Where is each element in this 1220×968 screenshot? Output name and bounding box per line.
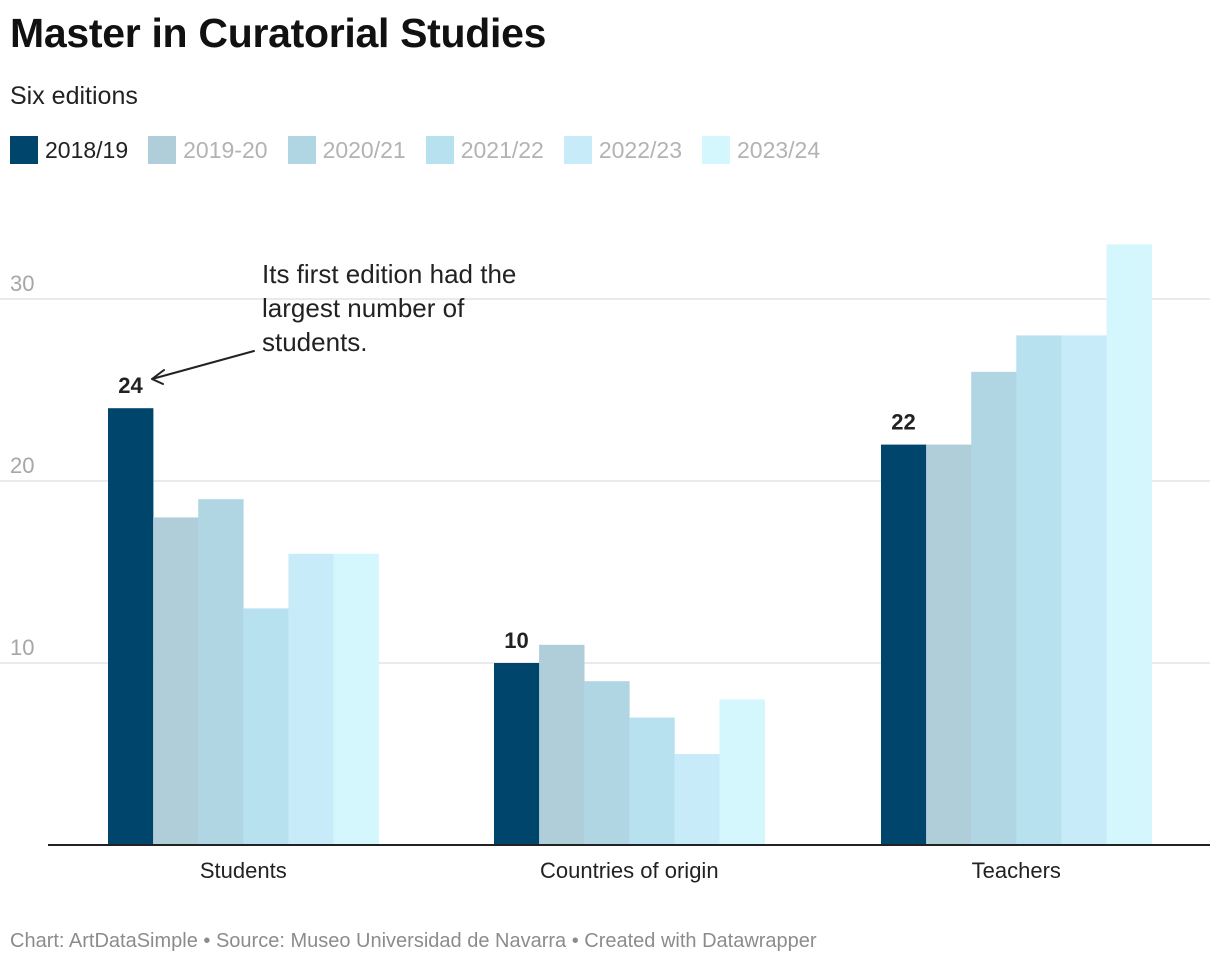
legend-label: 2019-20 [183,136,268,163]
bar[interactable] [333,553,379,845]
legend-label: 2020/21 [322,136,406,163]
legend-label: 2023/24 [736,136,821,163]
legend-label: 2021/22 [460,136,544,163]
legend-label: 2022/23 [598,136,682,163]
annotation-line: largest number of [262,293,465,323]
bar[interactable] [198,499,244,845]
bar[interactable] [674,754,720,845]
value-label: 24 [118,373,143,398]
bar[interactable] [539,644,585,845]
bar[interactable] [1061,335,1107,845]
legend-swatch [563,136,592,164]
legend-label: 2018/19 [45,136,129,163]
legend-item-2018-19[interactable]: 2018/19 [10,136,128,164]
y-tick-label: 30 [10,271,34,296]
value-labels: 24 10 22 [118,373,915,653]
y-tick-label: 20 [10,453,34,478]
legend: 2018/19 2019-20 2020/21 2021/22 2022/23 … [10,136,840,164]
bar[interactable] [629,717,675,845]
bar[interactable] [1106,244,1152,845]
bar[interactable] [719,699,765,845]
legend-item-2021-22[interactable]: 2021/22 [425,136,544,164]
bar[interactable] [494,663,540,845]
legend-item-2019-20[interactable]: 2019-20 [148,136,268,164]
category-label: Teachers [972,858,1061,883]
annotation: Its first edition had the largest number… [151,259,516,385]
bar[interactable] [288,553,334,845]
legend-item-2023-24[interactable]: 2023/24 [701,136,821,164]
annotation-line: students. [262,327,368,357]
bar[interactable] [153,517,199,845]
legend-swatch [287,136,316,164]
category-label: Students [200,858,287,883]
bar[interactable] [926,444,972,845]
bar[interactable] [584,681,630,845]
bar[interactable] [243,608,289,845]
annotation-line: Its first edition had the [262,259,516,289]
y-axis-ticks: 10 20 30 [10,271,34,660]
value-label: 10 [504,628,528,653]
legend-swatch [10,136,38,164]
chart-subtitle: Six editions [10,82,138,110]
y-tick-label: 10 [10,635,34,660]
category-labels: Students Countries of origin Teachers [200,858,1061,883]
bars [108,244,1152,845]
legend-swatch [425,136,454,164]
bar[interactable] [881,444,927,845]
category-label: Countries of origin [540,858,719,883]
bar[interactable] [1016,335,1062,845]
legend-item-2020-21[interactable]: 2020/21 [287,136,406,164]
annotation-arrow [151,350,255,385]
value-label: 22 [891,410,915,435]
legend-swatch [701,136,730,164]
legend-item-2022-23[interactable]: 2022/23 [563,136,682,164]
legend-swatch [148,136,177,164]
chart-title: Master in Curatorial Studies [10,10,547,56]
bar[interactable] [108,408,154,845]
bar[interactable] [971,371,1017,845]
chart-footer: Chart: ArtDataSimple • Source: Museo Uni… [10,930,817,952]
